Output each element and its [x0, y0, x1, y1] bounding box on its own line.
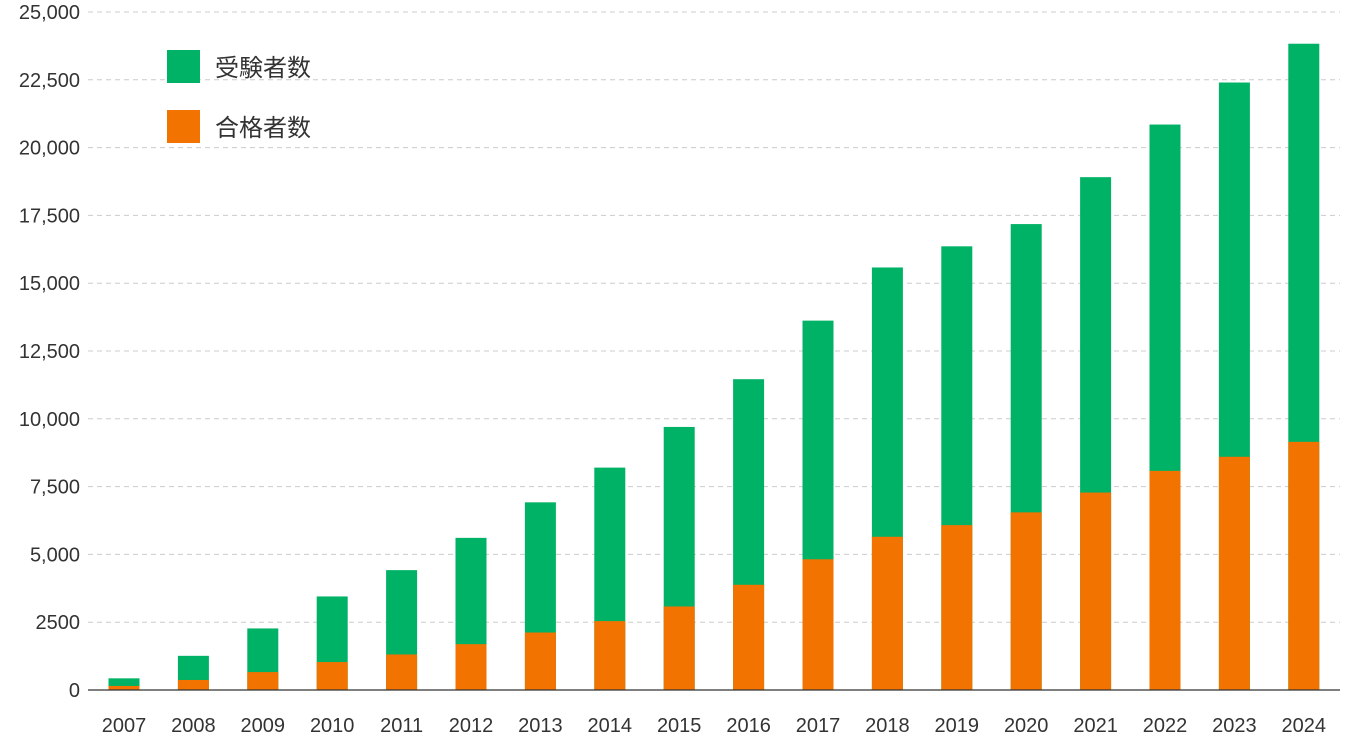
- bar-passed-2007: [108, 685, 140, 690]
- x-tick-label: 2007: [102, 715, 147, 737]
- bar-passed-2013: [524, 632, 556, 690]
- y-tick-label: 7,500: [30, 477, 80, 499]
- legend-swatch: [167, 50, 200, 83]
- y-tick-label: 17,500: [19, 205, 80, 227]
- bar-passed-2016: [733, 584, 765, 690]
- bar-passed-2012: [455, 644, 487, 690]
- x-tick-label: 2021: [1073, 715, 1118, 737]
- x-tick-label: 2018: [865, 715, 910, 737]
- legend-swatch: [167, 110, 200, 143]
- bar-passed-2024: [1288, 441, 1320, 690]
- bars: [108, 43, 1320, 691]
- y-axis-ticks: 0 2500 5,000 7,500 10,000 12,500 15,000 17,500 2…: [19, 2, 80, 702]
- y-tick-label: 5,000: [30, 544, 80, 566]
- bar-passed-2009: [247, 672, 279, 690]
- x-tick-label: 2023: [1212, 715, 1257, 737]
- bar-passed-2014: [594, 621, 626, 690]
- bar-passed-2011: [386, 654, 418, 690]
- x-tick-label: 2009: [241, 715, 286, 737]
- y-tick-label: 0: [69, 680, 80, 702]
- x-tick-label: 2014: [588, 715, 633, 737]
- x-tick-label: 2015: [657, 715, 702, 737]
- grid-layer: [88, 11, 1340, 623]
- x-tick-label: 2016: [726, 715, 771, 737]
- bar-passed-2021: [1080, 492, 1112, 690]
- x-tick-label: 2010: [310, 715, 355, 737]
- bar-passed-2010: [316, 662, 348, 690]
- bar-passed-2008: [177, 679, 209, 690]
- x-axis-ticks: 2007 2008 2009 2010 2011 2012 2013 2014 2015 2016…: [102, 715, 1326, 737]
- x-tick-label: 2024: [1282, 715, 1327, 737]
- y-tick-label: 2500: [36, 612, 81, 634]
- x-tick-label: 2022: [1143, 715, 1188, 737]
- bar-passed-2023: [1218, 456, 1250, 690]
- x-tick-label: 2011: [380, 715, 423, 737]
- bar-examinees-2007: [108, 678, 140, 690]
- bar-passed-2017: [802, 559, 834, 690]
- y-tick-label: 25,000: [19, 2, 80, 24]
- y-tick-label: 10,000: [19, 409, 80, 431]
- legend-label: 合格者数: [215, 114, 311, 142]
- bar-passed-2020: [1010, 512, 1042, 690]
- bar-passed-2018: [871, 536, 903, 690]
- y-tick-label: 12,500: [19, 341, 80, 363]
- x-tick-label: 2020: [1004, 715, 1049, 737]
- x-tick-label: 2012: [449, 715, 494, 737]
- y-tick-label: 20,000: [19, 138, 80, 160]
- x-tick-label: 2008: [171, 715, 216, 737]
- bar-passed-2022: [1149, 470, 1181, 690]
- y-tick-label: 15,000: [19, 273, 80, 295]
- x-tick-label: 2013: [518, 715, 563, 737]
- x-tick-label: 2017: [796, 715, 841, 737]
- bar-passed-2019: [941, 525, 973, 690]
- bar-passed-2015: [663, 606, 695, 690]
- legend-label: 受験者数: [215, 54, 311, 82]
- x-tick-label: 2019: [935, 715, 980, 737]
- y-tick-label: 22,500: [19, 70, 80, 92]
